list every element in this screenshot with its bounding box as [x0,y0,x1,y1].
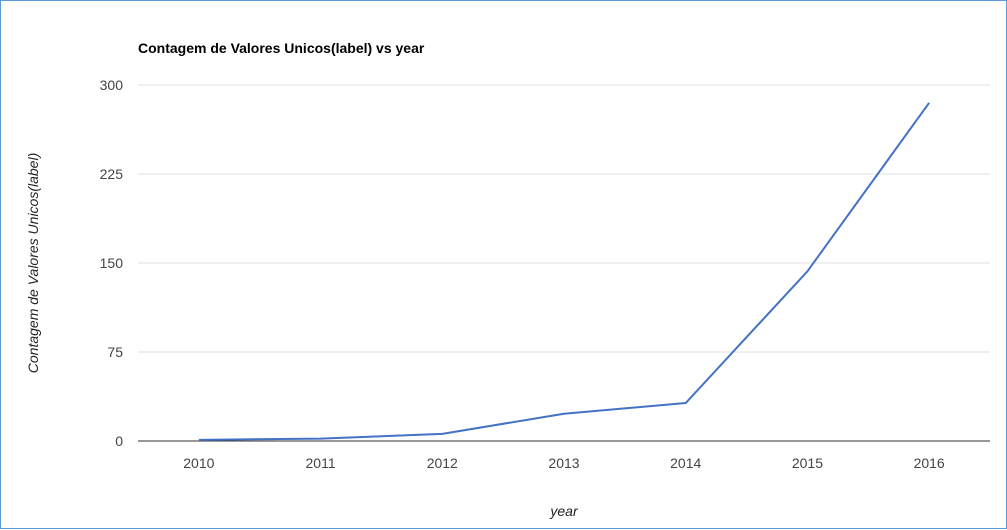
x-tick-label: 2014 [670,455,701,471]
x-axis-ticks: 2010 2011 2012 2013 2014 2015 2016 [183,455,945,471]
x-tick-label: 2010 [183,455,214,471]
x-tick-label: 2012 [427,455,458,471]
y-tick-label: 75 [107,344,123,360]
y-axis-ticks: 0 75 150 225 300 [100,77,124,449]
chart-title: Contagem de Valores Unicos(label) vs yea… [138,40,425,56]
x-tick-label: 2015 [792,455,823,471]
y-tick-label: 150 [100,255,124,271]
gridlines [138,85,990,441]
y-tick-label: 300 [100,77,124,93]
x-axis-title: year [549,503,579,519]
y-axis-title: Contagem de Valores Unicos(label) [25,153,41,373]
y-tick-label: 225 [100,166,124,182]
y-tick-label: 0 [115,433,123,449]
x-tick-label: 2016 [914,455,945,471]
series-line-0 [199,103,929,440]
x-tick-label: 2011 [306,455,336,471]
x-tick-label: 2013 [548,455,579,471]
series-layer [199,103,929,440]
